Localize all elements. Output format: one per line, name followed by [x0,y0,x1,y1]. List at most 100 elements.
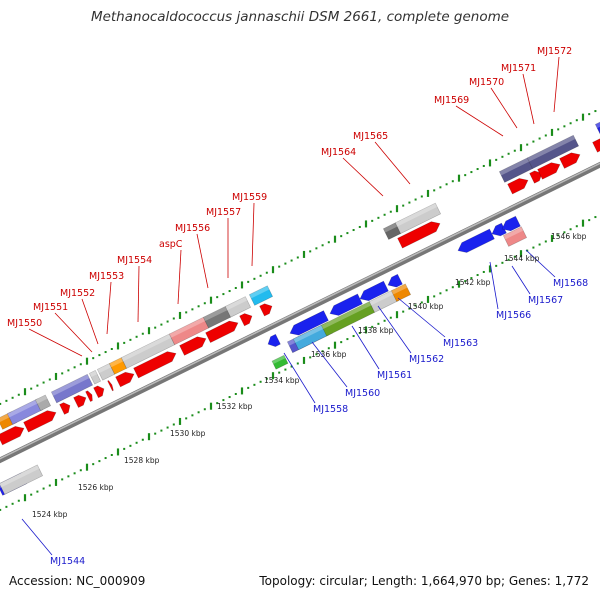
forward-gene-label[interactable]: MJ1564 [321,147,356,158]
forward-gene-block[interactable] [120,333,176,369]
reverse-gene-arrow[interactable] [266,333,281,349]
forward-gene-block[interactable] [34,394,52,412]
kbp-label: 1540 kbp [408,302,444,311]
forward-gene-arrow[interactable] [59,401,73,415]
forward-gene-arrow[interactable] [239,311,255,327]
leader-line [28,328,83,357]
leader-line [106,281,112,335]
forward-gene-block[interactable] [526,134,580,170]
forward-gene-arrow[interactable] [115,369,137,388]
forward-gene-label[interactable]: MJ1554 [117,255,152,266]
forward-gene-block[interactable] [202,306,232,329]
kbp-label: 1528 kbp [124,456,160,465]
forward-gene-arrow[interactable] [559,150,583,169]
forward-gene-arrow[interactable] [397,219,443,249]
forward-gene-label[interactable]: MJ1551 [33,302,68,313]
leader-line [374,141,411,185]
reverse-gene-label[interactable]: MJ1566 [496,310,531,321]
reverse-gene-block[interactable] [320,301,376,337]
leader-line [490,87,518,129]
reverse-gene-arrow[interactable] [456,228,495,256]
genome-axis [0,161,600,464]
forward-gene-label[interactable]: aspC [159,239,183,250]
leader-line [489,261,499,310]
leader-line [81,298,99,345]
reverse-gene-arrow[interactable] [328,293,363,319]
kbp-label: 1532 kbp [217,402,253,411]
reverse-gene-arrow[interactable] [386,273,403,290]
forward-scale-track [0,110,597,405]
forward-gene-arrow[interactable] [179,334,209,356]
reverse-gene-label[interactable]: MJ1567 [528,295,563,306]
leader-line [21,518,53,556]
reverse-gene-label[interactable]: MJ1562 [409,354,444,365]
reverse-gene-label[interactable]: MJ1568 [553,278,588,289]
forward-gene-label[interactable]: MJ1559 [232,192,267,203]
kbp-label: 1538 kbp [358,326,394,335]
forward-gene-arrow[interactable] [85,390,95,403]
forward-gene-arrow[interactable] [537,160,563,180]
forward-gene-label[interactable]: MJ1556 [175,223,210,234]
kbp-label: 1524 kbp [32,510,68,519]
forward-gene-arrow[interactable] [133,348,179,379]
forward-gene-arrow[interactable] [592,135,600,153]
reverse-gene-arrow[interactable] [500,215,521,234]
reverse-gene-label[interactable]: MJ1563 [443,338,478,349]
forward-gene-arrow[interactable] [93,384,107,399]
leader-line [553,56,560,113]
forward-gene-block[interactable] [394,202,442,234]
reverse-gene-block[interactable] [502,226,528,247]
forward-gene-label[interactable]: MJ1553 [89,271,124,282]
forward-gene-arrow[interactable] [23,408,59,433]
forward-gene-block[interactable] [88,369,102,385]
kbp-label: 1526 kbp [78,483,114,492]
reverse-gene-block[interactable] [271,354,289,370]
reverse-gene-label[interactable]: MJ1558 [313,404,348,415]
reverse-scale-track [0,216,597,511]
leader-line [455,105,504,137]
tick-marks [0,110,597,511]
forward-gene-block[interactable] [498,157,534,183]
accession-text: Accession: NC_000909 [9,574,146,588]
forward-gene-label[interactable]: MJ1550 [7,318,42,329]
forward-gene-arrow[interactable] [73,393,89,408]
reverse-gene-arrow[interactable] [288,310,329,339]
forward-gene-arrow[interactable] [507,175,531,195]
reverse-gene-arrow[interactable] [490,222,507,239]
forward-gene-label[interactable]: MJ1557 [206,207,241,218]
reverse-gene-label[interactable]: MJ1560 [345,388,380,399]
forward-gene-arrow[interactable] [529,168,545,184]
forward-gene-arrow[interactable] [205,318,241,344]
reverse-gene-block[interactable] [292,323,330,351]
kbp-label: 1544 kbp [504,254,540,263]
forward-gene-label[interactable]: MJ1571 [501,63,536,74]
kbp-label: 1542 kbp [455,278,491,287]
leader-line [251,202,255,267]
forward-gene-block[interactable] [248,285,274,306]
gene-features [0,118,600,496]
forward-gene-arrow[interactable] [259,301,275,317]
forward-gene-label[interactable]: MJ1552 [60,288,95,299]
forward-gene-arrow[interactable] [107,380,115,392]
forward-gene-label[interactable]: MJ1569 [434,95,469,106]
forward-gene-label[interactable]: MJ1565 [353,131,388,142]
forward-gene-block[interactable] [594,118,600,136]
reverse-gene-label[interactable]: MJ1544 [50,556,85,567]
leader-line [377,305,412,354]
forward-gene-block[interactable] [50,373,94,404]
leader-line [177,249,182,305]
reverse-gene-label[interactable]: MJ1561 [377,370,412,381]
forward-gene-block[interactable] [96,363,116,381]
reverse-gene-block[interactable] [368,289,400,313]
forward-gene-arrow[interactable] [0,423,26,446]
forward-gene-block[interactable] [382,222,402,240]
reverse-gene-block[interactable] [390,283,412,302]
forward-gene-label[interactable]: MJ1572 [537,46,572,57]
reverse-gene-block[interactable] [0,464,44,495]
reverse-gene-arrow[interactable] [358,280,389,304]
leader-line [351,325,380,370]
kbp-label: 1534 kbp [264,376,300,385]
forward-gene-label[interactable]: MJ1570 [469,77,504,88]
forward-gene-block[interactable] [224,296,252,318]
